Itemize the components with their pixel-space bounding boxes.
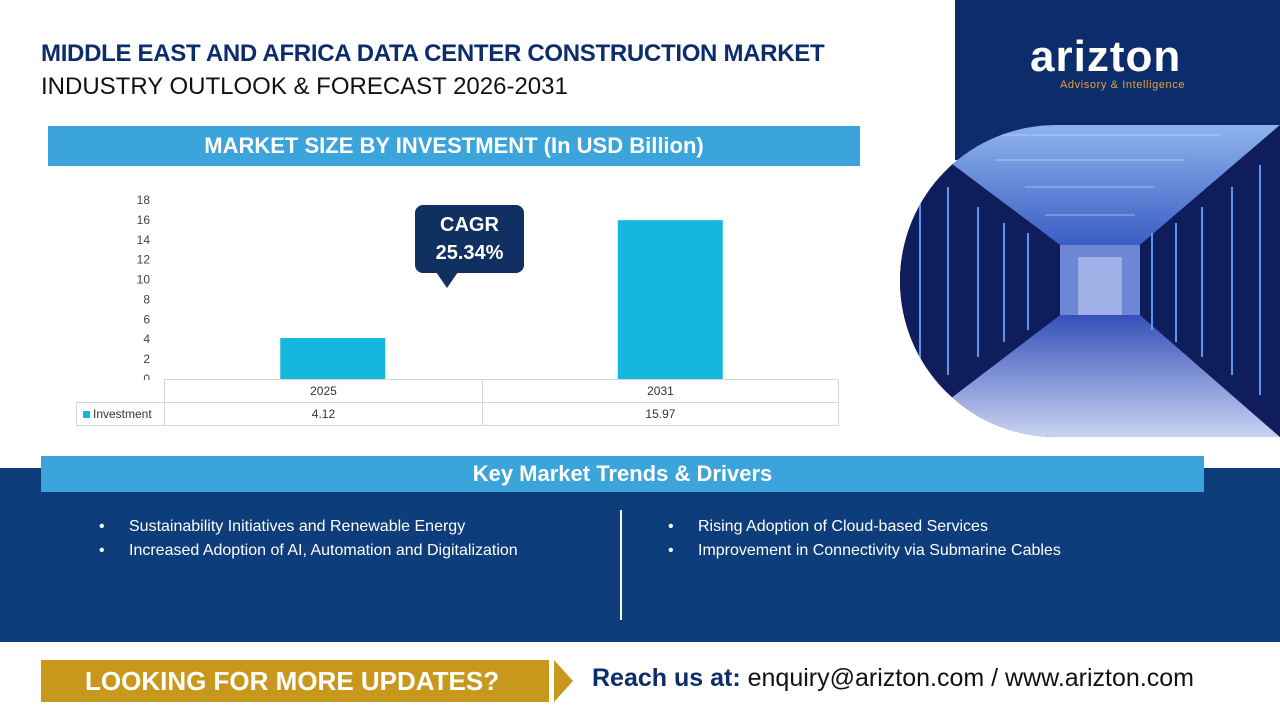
trends-list-right: Rising Adoption of Cloud-based Services … [668,515,1061,563]
list-item: Improvement in Connectivity via Submarin… [668,539,1061,563]
data-label: 4.12 [164,402,483,426]
data-center-image [900,125,1280,437]
report-subtitle: INDUSTRY OUTLOOK & FORECAST 2026-2031 [41,73,568,100]
series-name: Investment [93,407,152,421]
investment-bar-chart: 0 2 4 6 8 10 12 14 16 18 [137,193,723,380]
y-tick-label: 0 [143,372,150,380]
bar-2025 [280,338,386,379]
y-tick-label: 16 [137,213,151,227]
y-tick-label: 2 [143,352,150,366]
y-tick-label: 12 [137,253,151,267]
legend-swatch [83,411,90,419]
reach-label: Reach us at: [592,664,741,692]
cagr-callout: CAGR 25.34% [415,205,524,273]
table-row: Investment 4.12 15.97 [76,402,840,426]
category-label: 2031 [481,379,840,403]
contact-line: Reach us at: enquiry@arizton.com / www.a… [592,664,1194,693]
logo-tagline: Advisory & Intelligence [1060,79,1186,91]
cagr-value: 25.34% [435,242,504,264]
table-header-row: 2025 2031 [76,379,840,403]
list-item: Rising Adoption of Cloud-based Services [668,515,1061,539]
updates-cta-button[interactable]: LOOKING FOR MORE UPDATES? [41,660,549,702]
trends-heading: Key Market Trends & Drivers [41,456,1204,492]
trends-list-left: Sustainability Initiatives and Renewable… [99,515,518,563]
bar-2031 [617,220,723,379]
y-tick-label: 18 [137,193,151,207]
market-size-heading: MARKET SIZE BY INVESTMENT (In USD Billio… [48,126,860,166]
chart-data-table: 2025 2031 Investment 4.12 15.97 [76,379,840,426]
y-tick-label: 10 [137,273,151,287]
callout-pointer [436,272,458,288]
category-label: 2025 [164,379,483,403]
contact-links[interactable]: enquiry@arizton.com / www.arizton.com [747,664,1194,692]
list-item: Increased Adoption of AI, Automation and… [99,539,518,563]
cagr-label: CAGR [440,214,499,236]
y-tick-label: 14 [137,233,151,247]
y-tick-label: 6 [143,312,150,326]
arrow-icon [554,660,573,702]
list-item: Sustainability Initiatives and Renewable… [99,515,518,539]
report-title: MIDDLE EAST AND AFRICA DATA CENTER CONST… [41,40,825,67]
column-divider [620,510,622,620]
logo-wordmark: arizton [1030,32,1182,81]
y-tick-label: 8 [143,292,150,306]
data-label: 15.97 [481,402,840,426]
legend-entry: Investment [76,402,165,426]
y-tick-label: 4 [143,332,150,346]
